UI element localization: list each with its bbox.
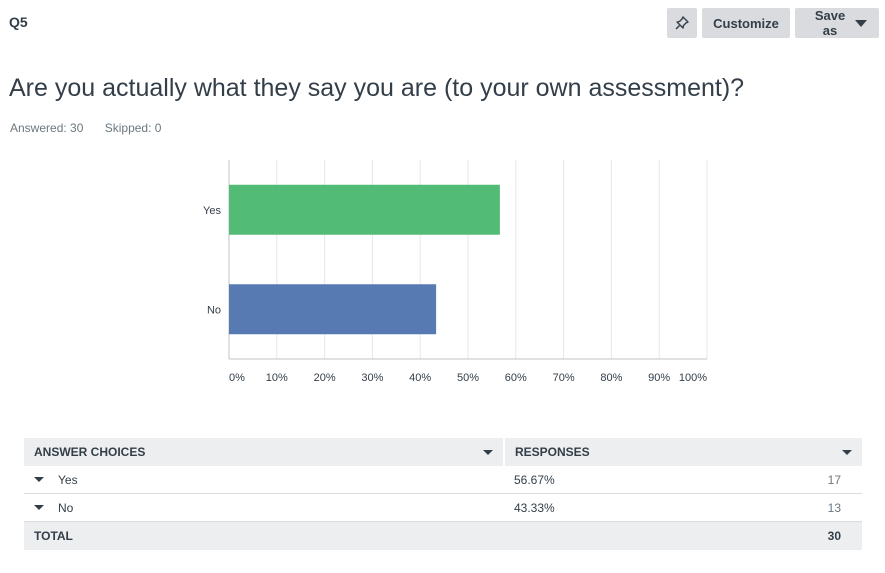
x-tick-label: 60% xyxy=(505,372,527,384)
answered-count: Answered: 30 xyxy=(10,121,84,135)
table-row: No 43.33% 13 xyxy=(24,494,862,522)
table-header: ANSWER CHOICES RESPONSES xyxy=(24,438,862,466)
responses-header[interactable]: RESPONSES xyxy=(505,438,862,466)
response-percent: 43.33% xyxy=(514,500,555,515)
table-row: Yes 56.67% 17 xyxy=(24,466,862,494)
expand-icon[interactable] xyxy=(34,477,44,482)
responses-header-label: RESPONSES xyxy=(515,445,590,459)
expand-icon[interactable] xyxy=(34,505,44,510)
chevron-down-icon xyxy=(855,19,867,27)
sort-dropdown-icon[interactable] xyxy=(842,449,852,455)
x-tick-label: 0% xyxy=(229,372,245,384)
x-tick-label: 40% xyxy=(409,372,431,384)
x-tick-label: 20% xyxy=(314,372,336,384)
response-percent: 56.67% xyxy=(514,472,555,487)
x-tick-label: 10% xyxy=(266,372,288,384)
save-as-button[interactable]: Save as xyxy=(795,8,879,38)
x-tick-label: 50% xyxy=(457,372,479,384)
save-as-label: Save as xyxy=(814,8,846,38)
question-title: Are you actually what they say you are (… xyxy=(9,74,745,102)
toolbar: Customize Save as xyxy=(667,8,879,38)
total-count: 30 xyxy=(827,529,841,543)
pin-icon xyxy=(675,16,689,30)
answer-choice-cell: Yes xyxy=(24,473,505,487)
skipped-count: Skipped: 0 xyxy=(104,121,162,135)
question-number: Q5 xyxy=(9,14,28,30)
x-tick-label: 30% xyxy=(361,372,383,384)
bar-no xyxy=(229,284,437,335)
response-count: 17 xyxy=(827,472,841,487)
customize-button[interactable]: Customize xyxy=(702,8,790,38)
pin-button[interactable] xyxy=(667,8,697,38)
category-label: No xyxy=(207,304,221,316)
answer-choices-header[interactable]: ANSWER CHOICES xyxy=(24,438,503,466)
x-tick-label: 70% xyxy=(553,372,575,384)
response-count: 13 xyxy=(827,500,841,515)
answer-choices-header-label: ANSWER CHOICES xyxy=(34,445,146,459)
bar-chart: Yes No 0% 10% 20% 30% 40% 50% 60% 70% 80% 90% 100% xyxy=(203,160,708,384)
category-label: Yes xyxy=(203,205,221,217)
responses-table: ANSWER CHOICES RESPONSES Yes 56.67% 17 N… xyxy=(24,438,862,550)
x-tick-label: 80% xyxy=(600,372,622,384)
answer-choice-cell: No xyxy=(24,501,505,515)
answer-choice-label: No xyxy=(58,500,74,515)
x-tick-label: 90% xyxy=(648,372,670,384)
total-row: TOTAL 30 xyxy=(24,522,862,550)
bar-yes xyxy=(229,184,500,235)
answer-choice-label: Yes xyxy=(58,472,78,487)
total-label: TOTAL xyxy=(34,529,73,543)
response-summary: Answered: 30 Skipped: 0 xyxy=(10,121,161,135)
x-tick-label: 100% xyxy=(679,372,707,384)
sort-dropdown-icon[interactable] xyxy=(483,449,493,455)
